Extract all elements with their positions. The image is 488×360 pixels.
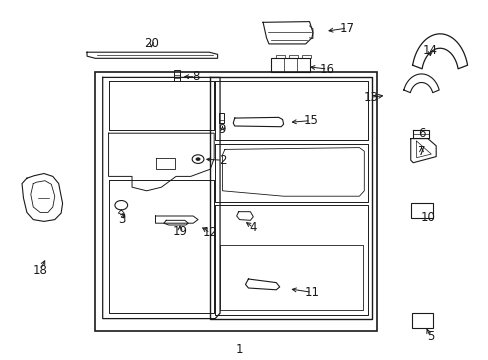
Bar <box>95 72 376 331</box>
Text: 14: 14 <box>422 44 437 57</box>
Text: 20: 20 <box>144 37 159 50</box>
Text: 7: 7 <box>417 145 425 158</box>
Text: 9: 9 <box>218 123 226 136</box>
Text: 3: 3 <box>118 213 126 226</box>
Text: 13: 13 <box>363 91 377 104</box>
Circle shape <box>195 157 200 161</box>
Text: 17: 17 <box>339 22 354 35</box>
Text: 8: 8 <box>191 70 199 83</box>
Text: 15: 15 <box>303 114 318 127</box>
Text: 10: 10 <box>420 211 434 224</box>
Text: 11: 11 <box>304 286 319 299</box>
Text: 18: 18 <box>33 264 47 276</box>
Text: 12: 12 <box>203 226 217 239</box>
Text: 4: 4 <box>249 221 257 234</box>
Text: 5: 5 <box>426 330 433 343</box>
Text: 16: 16 <box>320 63 334 76</box>
Text: 2: 2 <box>218 154 226 167</box>
Text: 19: 19 <box>172 225 187 238</box>
Text: 6: 6 <box>417 127 425 140</box>
Text: 1: 1 <box>235 343 243 356</box>
